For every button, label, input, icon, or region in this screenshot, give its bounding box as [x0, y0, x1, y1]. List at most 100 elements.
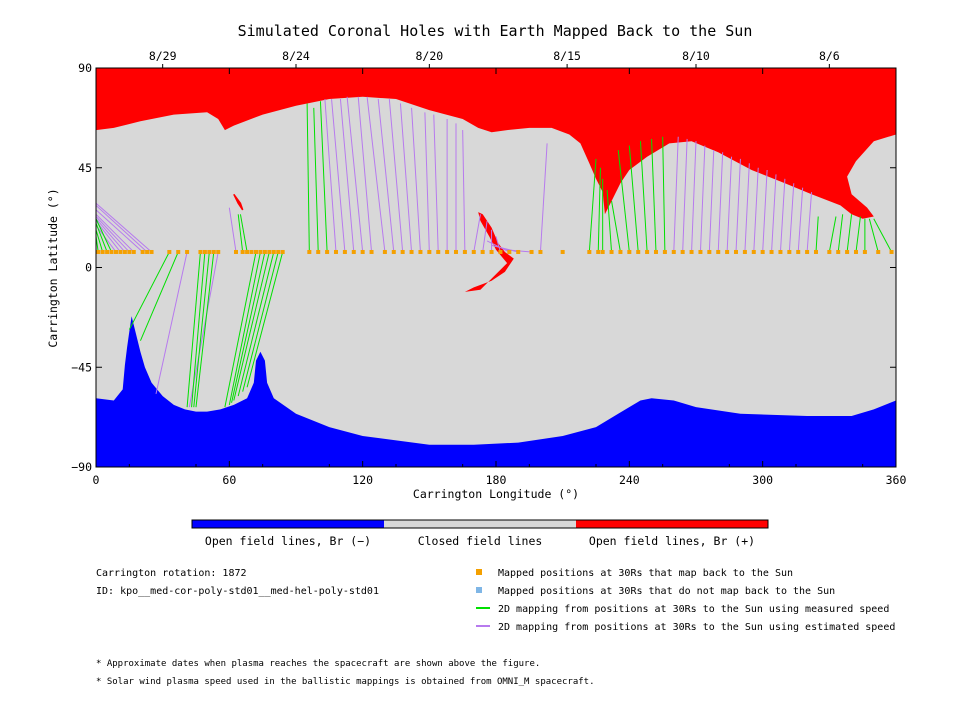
mapped-position-point [662, 249, 667, 254]
mapped-position-point [436, 249, 441, 254]
x-tick-label: 120 [352, 473, 373, 487]
date-tick-label: 8/29 [149, 49, 177, 63]
mapped-position-point [854, 249, 858, 254]
mapped-position-point [698, 249, 703, 254]
estimated-speed-mapping-line [699, 145, 706, 253]
mapped-position-point [245, 249, 250, 254]
measured-speed-mapping-line [139, 251, 179, 341]
measured-speed-mapping-line [651, 138, 657, 253]
mapped-position-point [734, 249, 738, 254]
estimated-speed-mapping-line [771, 174, 777, 253]
mapped-position-point [716, 249, 721, 254]
mapped-position-point [334, 249, 338, 254]
estimated-speed-mapping-line [228, 207, 237, 253]
estimated-speed-mapping-line [399, 103, 413, 253]
date-tick-label: 8/6 [819, 49, 840, 63]
mapped-position-point [127, 249, 132, 254]
mapped-position-point [207, 249, 212, 254]
measured-speed-mapping-line [319, 101, 328, 253]
mapped-position-point [145, 249, 150, 254]
colorbar: Open field lines, Br (−) Closed field li… [191, 519, 769, 548]
mapped-position-point [596, 249, 601, 254]
mapped-position-point [254, 249, 258, 254]
mapped-position-point [627, 249, 632, 254]
mapped-position-point [418, 249, 423, 254]
x-tick-label: 180 [486, 473, 507, 487]
legend-mapped-text: Mapped positions at 30Rs that map back t… [498, 568, 793, 579]
measured-speed-mapping-line [611, 200, 621, 253]
mapped-position-point [507, 249, 512, 254]
legend-mapped-swatch [476, 569, 482, 575]
x-tick-label: 60 [222, 473, 236, 487]
mapped-position-point [827, 249, 832, 254]
measured-speed-mapping-line [186, 251, 201, 408]
mapped-position-point [276, 249, 281, 254]
mapped-position-point [587, 249, 592, 254]
mapped-position-point [140, 249, 145, 254]
mapped-position-point [382, 249, 387, 254]
measured-speed-mapping-line [246, 251, 284, 388]
mapped-position-point [725, 249, 730, 254]
mapped-position-point [409, 249, 414, 254]
estimated-speed-mapping-line [495, 236, 501, 253]
equatorial-positive-hole [464, 212, 514, 292]
mapped-position-point [498, 249, 503, 254]
mapped-position-point [654, 249, 658, 254]
mapped-position-point [122, 249, 127, 254]
measured-speed-mapping-line [237, 214, 244, 253]
measured-speed-mapping-line [191, 251, 206, 408]
mapped-position-point [258, 249, 263, 254]
mapped-position-point [814, 249, 818, 254]
colorbar-label-positive: Open field lines, Br (+) [589, 534, 755, 548]
mapped-position-point [609, 249, 614, 254]
estimated-speed-mapping-line [735, 158, 741, 253]
x-tick-label: 360 [886, 473, 907, 487]
mapped-position-point [769, 249, 774, 254]
mapped-position-point [445, 249, 450, 254]
estimated-speed-mapping-line [324, 98, 337, 253]
y-tick-label: 90 [78, 61, 92, 75]
axes-layer: 0 60 120 180 240 300 360 −90 −45 0 45 90 8/29 8/24 8/2… [71, 49, 906, 487]
estimated-speed-mapping-line [95, 216, 130, 253]
mapped-position-point [516, 249, 521, 254]
measured-speed-mapping-line [873, 218, 892, 253]
mapped-position-point [202, 249, 207, 254]
mapped-position-point [560, 249, 565, 254]
carrington-rotation-text: Carrington rotation: 1872 [96, 568, 247, 579]
colorbar-open-negative [192, 520, 384, 528]
mapped-position-point [671, 249, 676, 254]
measured-speed-mapping-line [242, 251, 279, 392]
region-layer [96, 68, 896, 467]
measured-speed-mapping-line [95, 218, 113, 253]
y-tick-label: −90 [71, 460, 92, 474]
measured-speed-mapping-line [95, 229, 104, 253]
measured-speed-mapping-line [606, 189, 613, 253]
measured-speed-mapping-line [588, 158, 597, 253]
legend-measured-text: 2D mapping from positions at 30Rs to the… [498, 604, 889, 615]
estimated-speed-mapping-line [95, 205, 148, 253]
mapped-position-point [249, 249, 254, 254]
estimated-speed-mapping-line [762, 169, 768, 253]
estimated-speed-mapping-line [95, 220, 121, 253]
colorbar-label-closed: Closed field lines [418, 534, 543, 548]
legend-estimated-text: 2D mapping from positions at 30Rs to the… [498, 622, 895, 633]
measured-speed-mapping-line [224, 251, 257, 408]
estimated-speed-mapping-line [539, 143, 548, 253]
mapped-position-point [240, 249, 245, 254]
mapped-position-point [100, 249, 105, 254]
estimated-speed-mapping-line [797, 187, 804, 253]
estimated-speed-mapping-line [95, 218, 126, 253]
estimated-speed-mapping-line [726, 156, 733, 253]
mapped-position-point [114, 249, 118, 254]
estimated-speed-mapping-line [779, 178, 786, 253]
date-tick-label: 8/20 [415, 49, 443, 63]
mapped-position-point [876, 249, 881, 254]
estimated-speed-mapping-line [673, 136, 679, 253]
chart-title: Simulated Coronal Holes with Earth Mappe… [238, 22, 753, 40]
legend-unmapped-swatch [476, 587, 482, 593]
mapped-position-point [707, 249, 712, 254]
estimated-speed-mapping-line [788, 183, 795, 253]
estimated-speed-mapping-line [462, 130, 466, 252]
estimated-speed-mapping-line [473, 214, 481, 253]
mapped-position-point [778, 249, 783, 254]
